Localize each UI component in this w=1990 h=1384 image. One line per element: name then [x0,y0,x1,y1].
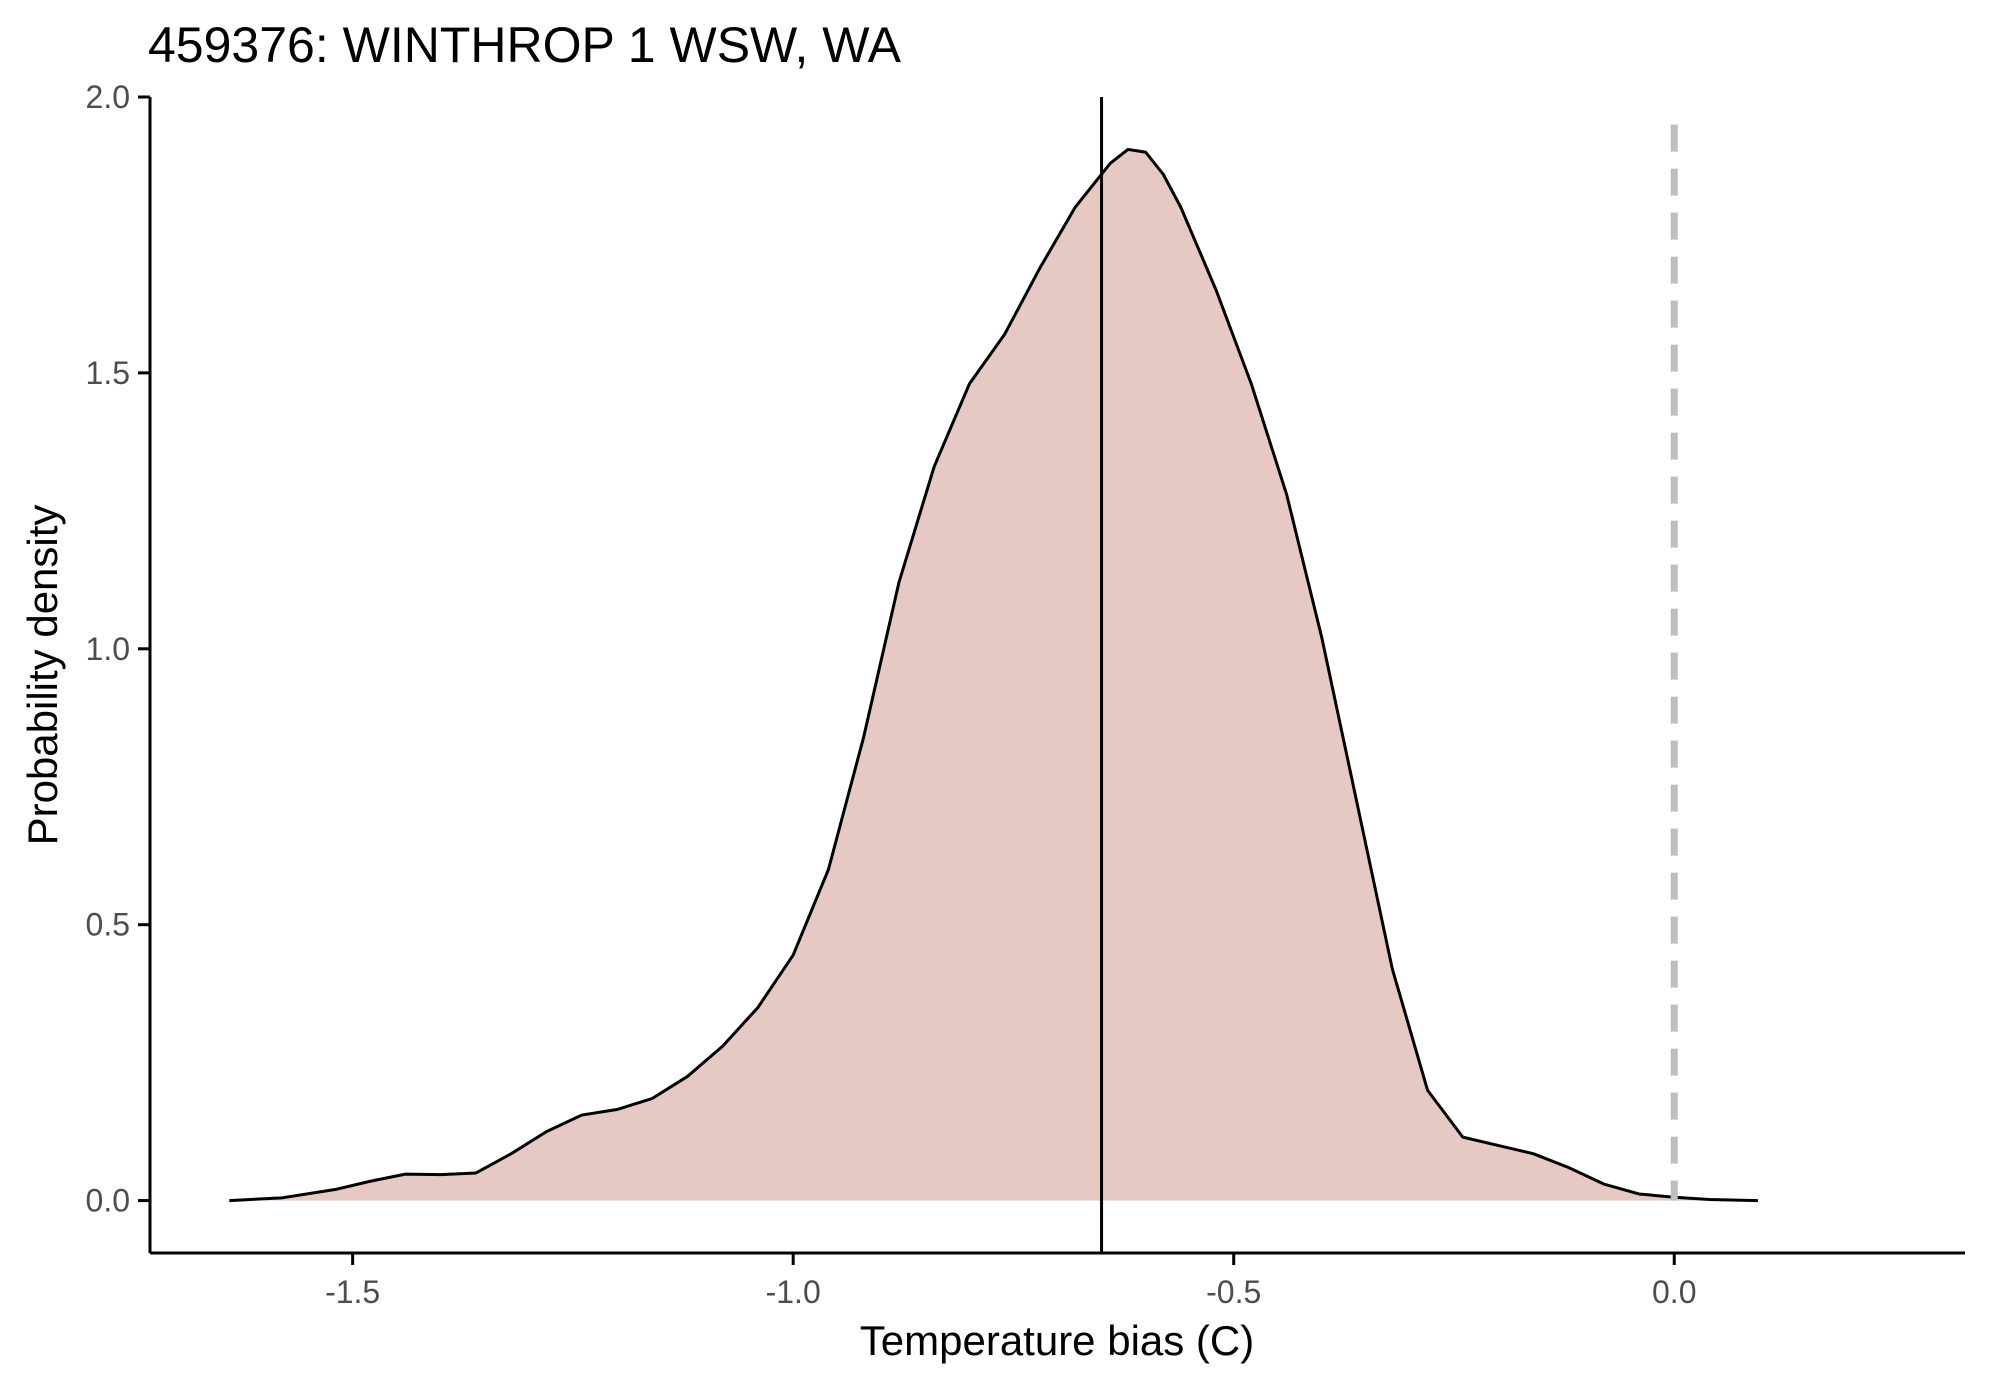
y-tick-label: 1.0 [86,631,130,667]
density-curve [229,147,1758,1203]
density-area-fill [229,149,1758,1201]
x-tick-label: 0.0 [1652,1274,1696,1310]
x-axis-title: Temperature bias (C) [860,1317,1254,1364]
plot-area [229,97,1758,1253]
y-ticks: 0.0 0.5 1.0 1.5 2.0 [86,79,150,1219]
y-tick-label: 0.5 [86,907,130,943]
x-tick-label: -0.5 [1206,1274,1261,1310]
y-tick-label: 1.5 [86,355,130,391]
chart-title: 459376: WINTHROP 1 WSW, WA [148,17,902,73]
axes [148,97,1965,1255]
y-tick-label: 2.0 [86,79,130,115]
x-ticks: -1.5 -1.0 -0.5 0.0 [325,1253,1696,1310]
y-tick-label: 0.0 [86,1183,130,1219]
x-tick-label: -1.0 [766,1274,821,1310]
y-axis-title: Probability density [19,505,66,846]
x-tick-label: -1.5 [325,1274,380,1310]
